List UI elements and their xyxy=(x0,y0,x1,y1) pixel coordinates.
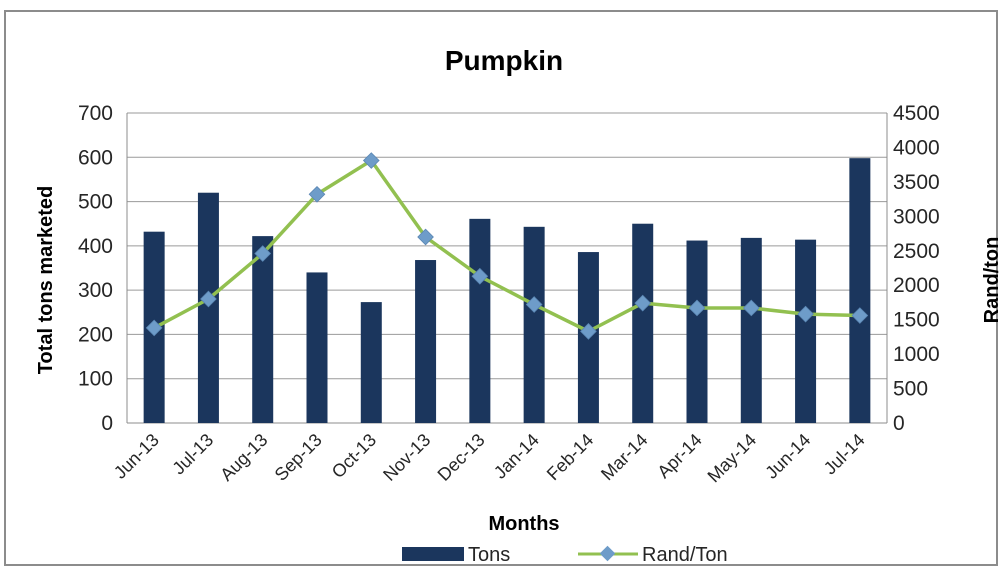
point-rand-per-ton xyxy=(742,299,760,317)
bar-tons xyxy=(306,272,328,423)
y-tick-label: 400 xyxy=(78,235,113,258)
bar-tons xyxy=(632,223,654,423)
legend-label-rand: Rand/Ton xyxy=(642,544,728,566)
y-tick-label: 600 xyxy=(78,146,113,169)
point-rand-per-ton xyxy=(580,323,597,340)
x-tick-label: Dec-13 xyxy=(434,430,489,485)
right-axis-ticks: 0 500 1000 1500 2000 2500 3000 3500 4000 4500 xyxy=(893,102,940,435)
bar-tons xyxy=(795,239,817,423)
y-tick-label: 100 xyxy=(78,368,113,391)
y-tick-label: 700 xyxy=(78,102,113,125)
bar-tons xyxy=(686,240,708,423)
chart-title: Pumpkin xyxy=(445,45,563,76)
bar-tons xyxy=(252,236,274,423)
y2-tick-label: 4000 xyxy=(893,136,940,159)
legend: Tons Rand/Ton xyxy=(402,544,728,566)
y2-tick-label: 2500 xyxy=(893,240,940,263)
left-axis-ticks: 0 100 200 300 400 500 600 700 xyxy=(78,102,113,435)
y-tick-label: 500 xyxy=(78,191,113,214)
bar-tons xyxy=(360,302,382,423)
legend-swatch-tons xyxy=(402,547,464,561)
point-rand-per-ton xyxy=(254,245,272,262)
point-rand-per-ton xyxy=(200,290,217,308)
x-tick-label: Feb-14 xyxy=(543,430,597,484)
y2-tick-label: 3500 xyxy=(893,171,940,194)
gridlines xyxy=(126,112,888,424)
bar-tons xyxy=(523,226,545,423)
bar-tons xyxy=(740,237,762,423)
y2-axis-title: Rand/ton xyxy=(981,237,1000,324)
point-rand-per-ton xyxy=(362,152,380,169)
x-tick-label: Aug-13 xyxy=(216,430,271,485)
point-rand-per-ton xyxy=(525,296,543,313)
point-rand-per-ton xyxy=(145,319,163,337)
y2-tick-label: 4500 xyxy=(893,102,940,125)
y-tick-label: 300 xyxy=(78,279,113,302)
bar-tons xyxy=(197,192,219,423)
x-tick-label: Jun-14 xyxy=(761,430,814,483)
y2-tick-label: 3000 xyxy=(893,205,940,228)
point-rand-per-ton xyxy=(634,294,652,312)
y2-tick-label: 500 xyxy=(893,378,928,401)
point-rand-per-ton xyxy=(471,267,489,285)
x-tick-label: Apr-14 xyxy=(653,430,705,482)
y2-tick-label: 0 xyxy=(893,412,905,435)
x-tick-label: Jul-13 xyxy=(168,430,217,479)
point-rand-per-ton xyxy=(308,185,326,203)
point-rand-per-ton xyxy=(417,228,434,246)
x-tick-label: Nov-13 xyxy=(379,430,434,485)
y-axis-title: Total tons marketed xyxy=(35,186,57,375)
bar-tons xyxy=(469,218,491,423)
legend-label-tons: Tons xyxy=(468,544,510,566)
y2-tick-label: 2000 xyxy=(893,274,940,297)
x-tick-label: Mar-14 xyxy=(597,430,651,484)
x-tick-label: May-14 xyxy=(704,430,761,487)
y-tick-label: 0 xyxy=(101,412,113,435)
x-tick-label: Oct-13 xyxy=(328,430,380,482)
x-tick-label: Jan-14 xyxy=(490,430,543,483)
line-group xyxy=(145,152,869,340)
pumpkin-chart: Pumpkin 0 100 200 300 400 500 600 700 0 500 1000 1… xyxy=(35,45,1000,566)
point-rand-per-ton xyxy=(797,305,814,323)
y2-tick-label: 1000 xyxy=(893,343,940,366)
x-tick-label: Sep-13 xyxy=(271,430,326,485)
chart-frame: Pumpkin 0 100 200 300 400 500 600 700 0 500 1000 1… xyxy=(4,10,1000,566)
x-tick-label: Jun-13 xyxy=(110,430,163,483)
x-tick-label: Jul-14 xyxy=(820,430,869,479)
y-tick-label: 200 xyxy=(78,323,113,346)
bars-group xyxy=(143,158,871,423)
point-rand-per-ton xyxy=(851,307,869,324)
bar-tons xyxy=(415,260,437,423)
bar-tons xyxy=(849,158,871,423)
point-rand-per-ton xyxy=(688,299,706,317)
x-axis-ticks: Jun-13 Jul-13 Aug-13 Sep-13 Oct-13 Nov-13 Dec-… xyxy=(110,430,869,487)
y2-tick-label: 1500 xyxy=(893,309,940,332)
series-line-rand-per-ton xyxy=(153,158,860,334)
legend-marker-rand xyxy=(599,545,616,562)
x-axis-title: Months xyxy=(488,513,559,535)
